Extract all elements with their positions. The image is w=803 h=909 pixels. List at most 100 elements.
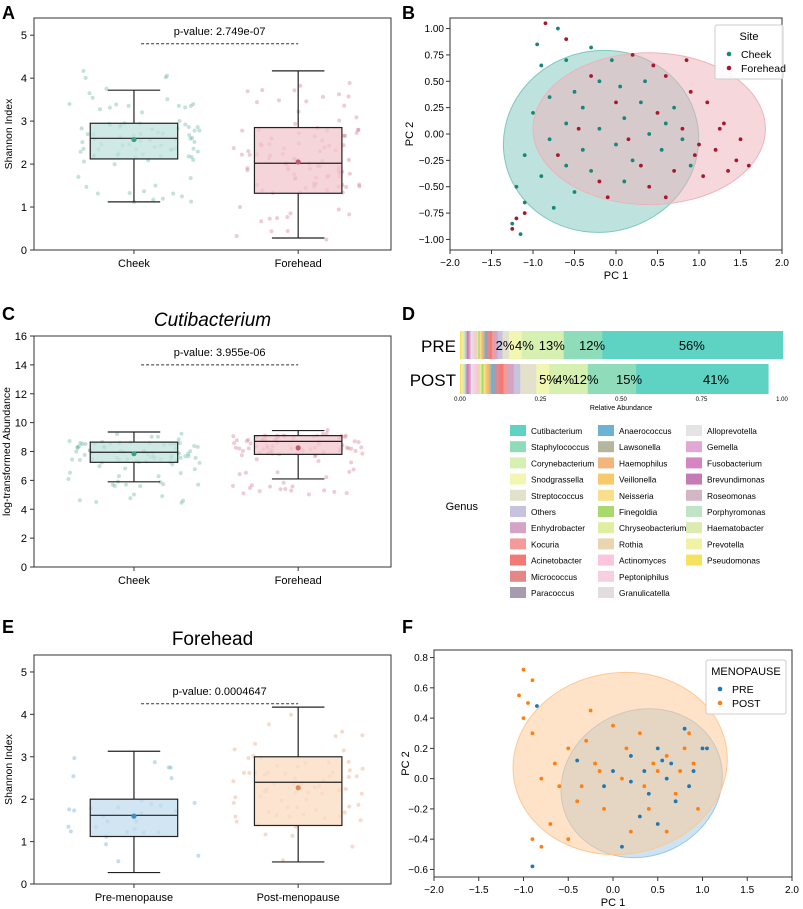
point-cheek	[539, 174, 544, 179]
bar-segment-chryseobacterium	[479, 364, 482, 394]
point-post	[579, 784, 584, 789]
jitter-point	[183, 105, 188, 110]
jitter-point	[260, 88, 265, 93]
point-post	[539, 776, 544, 781]
jitter-point	[128, 496, 133, 501]
point-cheek	[580, 147, 585, 152]
jitter-point	[306, 492, 311, 497]
bar-percent-label: 2%	[496, 338, 515, 353]
jitter-point	[344, 491, 349, 496]
jitter-point	[342, 810, 347, 815]
point-post	[597, 769, 602, 773]
jitter-point	[233, 795, 238, 800]
point-post	[566, 837, 571, 842]
x-axis-label: PC 1	[601, 897, 625, 909]
jitter-point	[359, 791, 364, 796]
y-tick-label: 0.25	[425, 103, 445, 114]
legend-swatch-snodgrassella	[510, 473, 526, 485]
jitter-point	[66, 824, 71, 829]
jitter-point	[239, 453, 244, 458]
jitter-point	[188, 136, 193, 141]
point-forehead	[722, 121, 726, 126]
bar-segment-anaerococcus	[491, 364, 495, 394]
panel-letter-A: A	[2, 3, 15, 23]
point-post	[552, 761, 557, 766]
jitter-point	[354, 130, 359, 135]
jitter-point	[83, 442, 88, 447]
jitter-point	[247, 486, 252, 491]
jitter-point	[193, 455, 198, 460]
y-tick-label: −0.75	[419, 209, 445, 220]
x-tick-label: 0.00	[454, 397, 466, 403]
point-pre	[646, 791, 651, 796]
point-forehead	[514, 216, 519, 221]
bar-segment-corynebacterium	[521, 331, 565, 359]
bar-segment-fusobacterium	[468, 331, 470, 359]
jitter-point	[114, 102, 119, 107]
legend-swatch-veillonella	[598, 473, 614, 485]
legend: Site Cheek Forehead	[714, 24, 786, 80]
legend-label-peptoniphilus: Peptoniphilus	[619, 572, 669, 582]
jitter-point	[156, 474, 161, 479]
bar-segment-haematobacter	[462, 331, 465, 359]
jitter-point	[77, 444, 82, 449]
y-tick-label: 0	[21, 562, 27, 574]
bar-percent-label: 41%	[703, 372, 729, 387]
legend-label-brevundimonas: Brevundimonas	[707, 475, 765, 485]
plot-frame	[33, 17, 392, 251]
jitter-point	[304, 99, 309, 104]
jitter-point	[67, 807, 72, 812]
bar-segment-gemella	[469, 364, 472, 394]
jitter-point	[179, 500, 184, 505]
x-axis-label: Relative Abundance	[590, 405, 652, 412]
bar-segment-rothia	[475, 331, 478, 359]
jitter-point	[325, 428, 330, 433]
point-cheek	[564, 163, 569, 168]
jitter-point	[77, 498, 82, 503]
bar-segment-anaerococcus	[484, 331, 487, 359]
bar-segment-finegoldia	[478, 331, 481, 359]
jitter-point	[138, 484, 143, 489]
bar-percent-label: 15%	[616, 372, 642, 387]
point-post	[629, 829, 633, 834]
x-tick-label: 1.0	[692, 258, 706, 269]
jitter-point	[349, 446, 354, 451]
x-tick-label: 1.00	[776, 397, 788, 403]
legend-swatch-staphylococcus	[510, 441, 526, 453]
jitter-point	[253, 741, 258, 746]
jitter-point	[288, 211, 293, 216]
jitter-point	[257, 489, 262, 494]
point-post	[530, 678, 535, 683]
point-forehead	[672, 169, 676, 173]
point-post	[530, 837, 535, 842]
point-pre	[700, 746, 705, 751]
jitter-point	[249, 483, 254, 488]
point-pre	[673, 799, 678, 804]
point-post	[611, 723, 615, 728]
jitter-point	[254, 100, 259, 105]
jitter-point	[285, 229, 290, 234]
jitter-point	[292, 88, 297, 93]
jitter-point	[347, 768, 352, 773]
point-post	[548, 822, 553, 826]
bar-segment-acinetobacter	[499, 364, 504, 394]
jitter-point	[360, 451, 365, 456]
x-tick-label: −1.0	[514, 885, 534, 896]
legend-label-post: POST	[732, 698, 761, 710]
jitter-point	[123, 466, 128, 471]
jitter-point	[283, 487, 288, 492]
point-forehead	[697, 142, 701, 147]
bar-percent-label: 4%	[515, 338, 534, 353]
jitter-point	[176, 437, 181, 442]
jitter-point	[183, 454, 188, 459]
pvalue-label: p-value: 2.749e-07	[174, 26, 266, 38]
jitter-point	[178, 455, 183, 460]
y-tick-label: 1.00	[425, 24, 445, 35]
panel-letter-E: E	[2, 617, 14, 637]
jitter-point	[360, 766, 365, 771]
legend-box	[714, 24, 784, 80]
jitter-point	[239, 152, 244, 157]
pvalue-label: p-value: 3.955e-06	[174, 347, 266, 359]
bar-segment-granulicatella	[471, 331, 474, 359]
point-forehead	[692, 153, 697, 157]
